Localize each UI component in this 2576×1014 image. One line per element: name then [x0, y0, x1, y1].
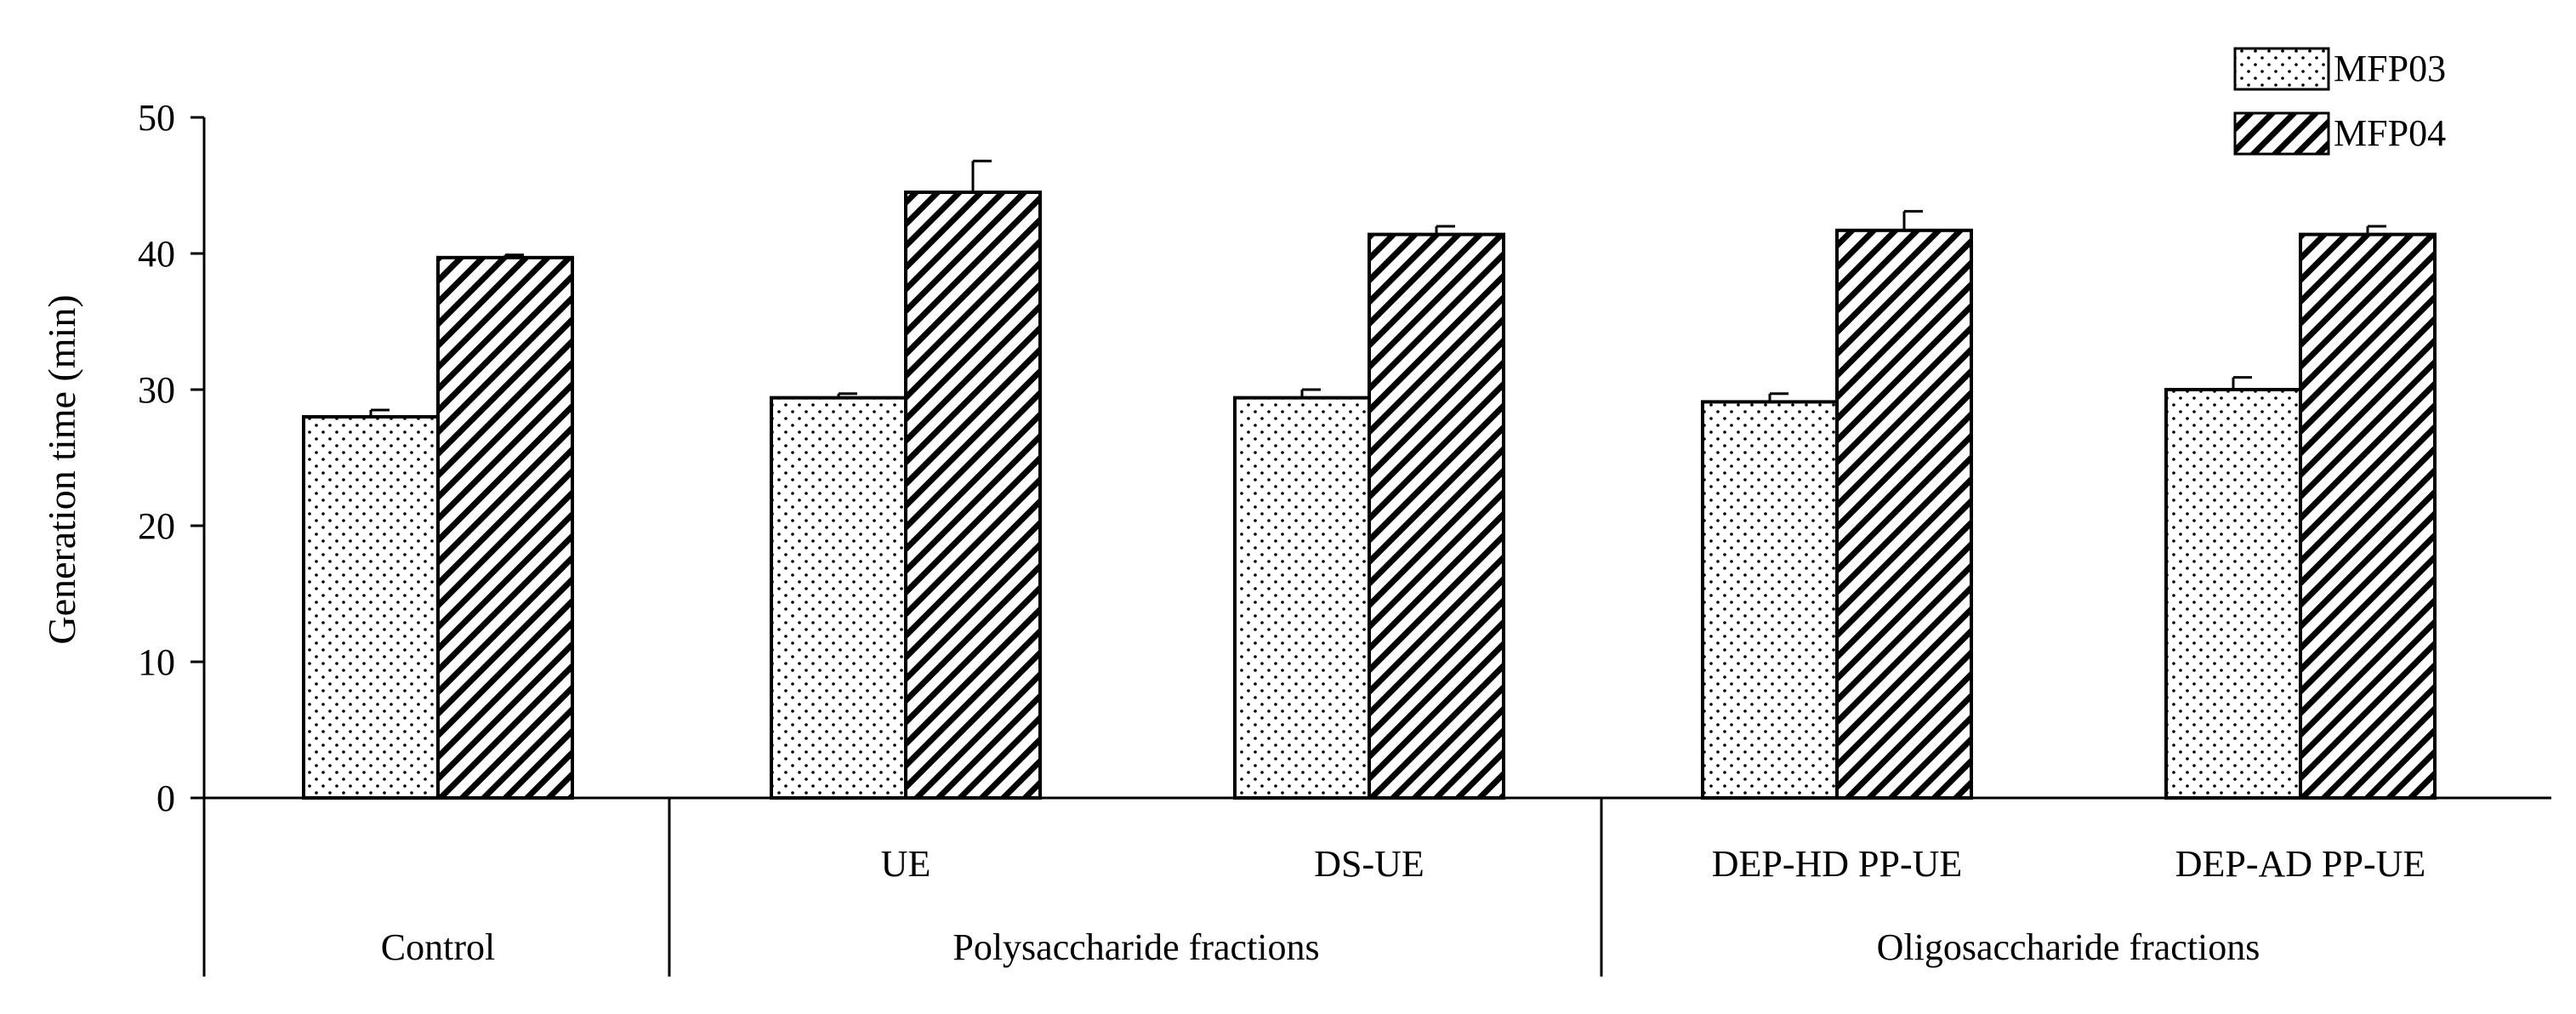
group-label: Oligosaccharide fractions [1877, 926, 2260, 968]
category-label: DS-UE [1314, 843, 1424, 885]
y-axis-label: Generation time (min) [40, 294, 83, 644]
y-tick-label: 50 [138, 97, 175, 139]
bar-mfp04-3 [1835, 228, 1973, 800]
y-tick-label: 10 [138, 641, 175, 683]
bar-mfp03-2 [1233, 396, 1371, 800]
bar-mfp04-1 [904, 191, 1042, 800]
legend-swatch-mfp03 [2233, 47, 2330, 91]
bar-mfp04-2 [1368, 232, 1505, 800]
y-tick-label: 20 [138, 505, 175, 547]
bar-mfp04-0 [436, 255, 574, 800]
y-tick-label: 30 [138, 369, 175, 411]
category-label: DEP-AD PP-UE [2175, 843, 2426, 885]
group-label: Polysaccharide fractions [952, 926, 1319, 968]
y-tick-label: 40 [138, 233, 175, 275]
bar-mfp03-0 [302, 415, 440, 800]
bar-mfp03-4 [2164, 388, 2302, 800]
bar-mfp04-4 [2299, 232, 2437, 800]
bar-mfp03-3 [1701, 400, 1839, 800]
y-tick-label: 0 [156, 778, 175, 819]
category-label: DEP-HD PP-UE [1712, 843, 1963, 885]
bar-mfp03-1 [770, 396, 907, 800]
legend-label-mfp04: MFP04 [2334, 112, 2446, 154]
category-label: UE [881, 843, 931, 885]
legend-label-mfp03: MFP03 [2334, 48, 2446, 89]
legend-swatch-mfp04 [2233, 111, 2330, 156]
group-label: Control [381, 926, 495, 968]
